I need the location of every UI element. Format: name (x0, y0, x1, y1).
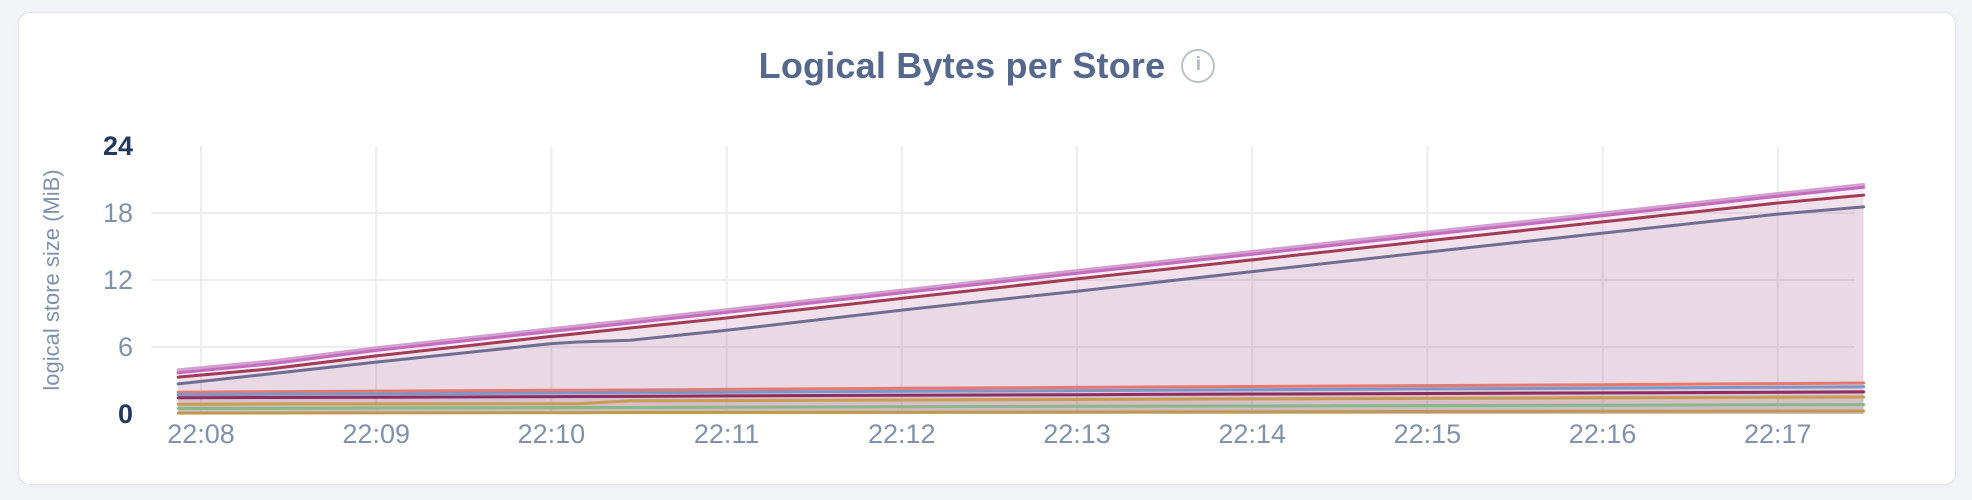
x-axis-tick-label: 22:11 (694, 419, 760, 449)
series-line-store-tan (176, 409, 1866, 415)
y-axis-tick-label: 18 (103, 198, 133, 228)
x-axis-tick-label: 22:15 (1394, 419, 1462, 449)
logical-bytes-chart: 0 6 12 18 24 22:08 22:09 22:10 22:11 22:12 22:13 22… (39, 131, 1866, 449)
chart-header: Logical Bytes per Store i (19, 45, 1955, 87)
x-axis-tick-label: 22:10 (518, 419, 586, 449)
series-line-store-salmon (176, 381, 1866, 394)
x-axis-tick-label: 22:14 (1218, 419, 1286, 449)
series-line-store-green (176, 403, 1866, 410)
series-area-store-orchid (178, 187, 1864, 414)
chart-plot-area[interactable] (151, 146, 1855, 414)
series-line-store-blue (176, 385, 1866, 397)
series-line-store-gold (176, 395, 1866, 406)
info-icon[interactable]: i (1181, 49, 1216, 83)
y-axis-tick-label: 24 (103, 131, 133, 161)
x-axis-tick-label: 22:12 (868, 419, 936, 449)
series-line-store-slate (176, 205, 1866, 386)
chart-title: Logical Bytes per Store (758, 45, 1166, 86)
x-axis-tick-label: 22:17 (1744, 419, 1812, 449)
x-axis-tick-label: 22:16 (1569, 419, 1637, 449)
x-axis-tick-label: 22:08 (167, 419, 235, 449)
y-axis-tick-label: 12 (103, 265, 133, 295)
series-line-store-maroon (176, 390, 1866, 400)
series-area-store-pink-light (178, 184, 1864, 414)
series-line-store-crimson (176, 193, 1866, 379)
series-area-store-slate (178, 206, 1864, 414)
y-axis-title: logical store size (MiB) (39, 169, 64, 390)
series-line-store-pink-light (176, 183, 1866, 372)
series-line-store-orchid (176, 185, 1866, 375)
x-axis-tick-label: 22:09 (342, 419, 410, 449)
x-axis-tick-label: 22:13 (1043, 419, 1111, 449)
chart-card: 0 6 12 18 24 22:08 22:09 22:10 22:11 22:12 22:13 22… (18, 12, 1956, 485)
y-axis-tick-label: 6 (118, 332, 133, 362)
y-axis-tick-label: 0 (118, 399, 133, 429)
